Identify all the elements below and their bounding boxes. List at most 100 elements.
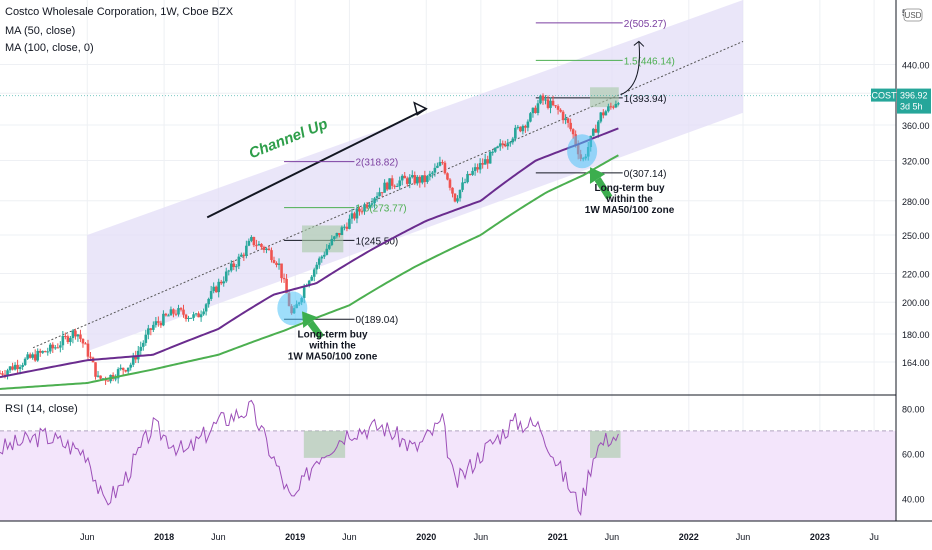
candle-body <box>561 111 565 121</box>
consolidation-box <box>302 225 344 253</box>
candlestick-series <box>0 93 620 385</box>
candle-body <box>325 248 329 255</box>
candle-body <box>348 218 351 229</box>
candle-body <box>413 175 417 184</box>
candle-body <box>511 138 515 143</box>
candle-body <box>360 211 364 213</box>
candle-body <box>280 263 283 279</box>
fib-level-label: 2(505.27) <box>624 19 667 30</box>
candle-body <box>410 175 414 178</box>
candle-body <box>363 204 366 212</box>
annotation-text: Long-term buy <box>595 183 665 194</box>
candle-body <box>204 304 208 312</box>
candle-body <box>312 269 316 277</box>
candle-body <box>255 245 258 247</box>
candle-body <box>272 260 276 263</box>
candle-body <box>46 351 50 353</box>
annotation-text: 1W MA50/100 zone <box>585 205 675 216</box>
candle-body <box>18 366 22 370</box>
candle-body <box>265 248 268 250</box>
candle-body <box>509 142 512 144</box>
rsi-consolidation-box <box>303 430 346 458</box>
candle-body <box>388 178 391 190</box>
rsi-tick-label: 40.00 <box>902 494 925 504</box>
candle-body <box>209 291 213 299</box>
candle-body <box>282 278 286 280</box>
candle-body <box>604 111 608 116</box>
candle-body <box>71 330 75 339</box>
candle-body <box>365 204 369 208</box>
candle-body <box>458 189 462 199</box>
candle-body <box>463 182 467 184</box>
candle-body <box>152 324 155 330</box>
fib-extensions: 0(189.04) 1(245.50) 1.5(273.77) 2(318.82) 0(… <box>0 19 896 326</box>
candle-body <box>496 146 500 148</box>
buy-arrow-head <box>589 167 606 184</box>
candle-body <box>441 162 444 164</box>
candle-body <box>433 167 437 173</box>
candle-body <box>179 308 183 310</box>
candle-body <box>556 106 560 110</box>
buy-arrow-head <box>302 311 318 329</box>
time-tick-label: 2023 <box>810 532 830 542</box>
candle-body <box>370 203 374 205</box>
candle-body <box>202 311 205 315</box>
candle-body <box>285 278 288 294</box>
candle-body <box>599 112 603 122</box>
currency-label: USD <box>905 11 922 20</box>
candle-body <box>415 176 419 184</box>
candle-body <box>114 378 117 380</box>
candle-body <box>51 344 55 349</box>
candle-body <box>488 152 492 164</box>
candle-body <box>591 128 595 136</box>
candle-body <box>164 313 168 316</box>
candle-body <box>436 165 439 168</box>
candle-body <box>609 106 613 108</box>
candle-body <box>184 314 188 319</box>
candle-body <box>167 315 170 317</box>
annotation-text: Long-term buy <box>298 329 368 340</box>
candle-body <box>129 364 133 368</box>
candle-body <box>524 125 527 128</box>
buy-zone-circle <box>277 291 308 326</box>
target-curve-arrow-head <box>633 40 645 47</box>
candle-body <box>554 105 557 107</box>
fib-level-label: 0(307.14) <box>624 169 667 180</box>
candle-body <box>541 95 545 101</box>
time-tick-label: 2020 <box>416 532 436 542</box>
candle-body <box>423 175 427 182</box>
candle-body <box>544 99 547 101</box>
candle-body <box>54 347 57 349</box>
price-tick-label: 164.00 <box>902 358 930 368</box>
candle-body <box>317 258 321 265</box>
fib-level-label: 1.5(273.77) <box>355 204 406 215</box>
fib-level-label: 2(318.82) <box>355 158 398 169</box>
annotation-text: within the <box>605 194 653 205</box>
candle-body <box>393 185 396 187</box>
candle-body <box>147 328 150 335</box>
candle-body <box>451 187 454 194</box>
candle-body <box>531 107 535 114</box>
candle-body <box>192 314 195 318</box>
candle-body <box>368 204 371 208</box>
time-tick-label: Jun <box>474 532 489 542</box>
candle-body <box>461 182 464 190</box>
candle-body <box>89 356 92 358</box>
candle-body <box>473 167 477 171</box>
candle-body <box>571 129 575 135</box>
candle-body <box>240 254 243 257</box>
candle-body <box>16 364 19 370</box>
time-tick-label: Jun <box>342 532 357 542</box>
candle-body <box>141 342 145 347</box>
candle-body <box>383 182 386 193</box>
candle-body <box>405 178 409 184</box>
candle-body <box>421 175 424 183</box>
candle-body <box>521 125 525 132</box>
buy-zone-circle <box>567 134 598 169</box>
candle-body <box>94 362 97 377</box>
candle-body <box>1 373 4 375</box>
candle-body <box>242 254 246 256</box>
